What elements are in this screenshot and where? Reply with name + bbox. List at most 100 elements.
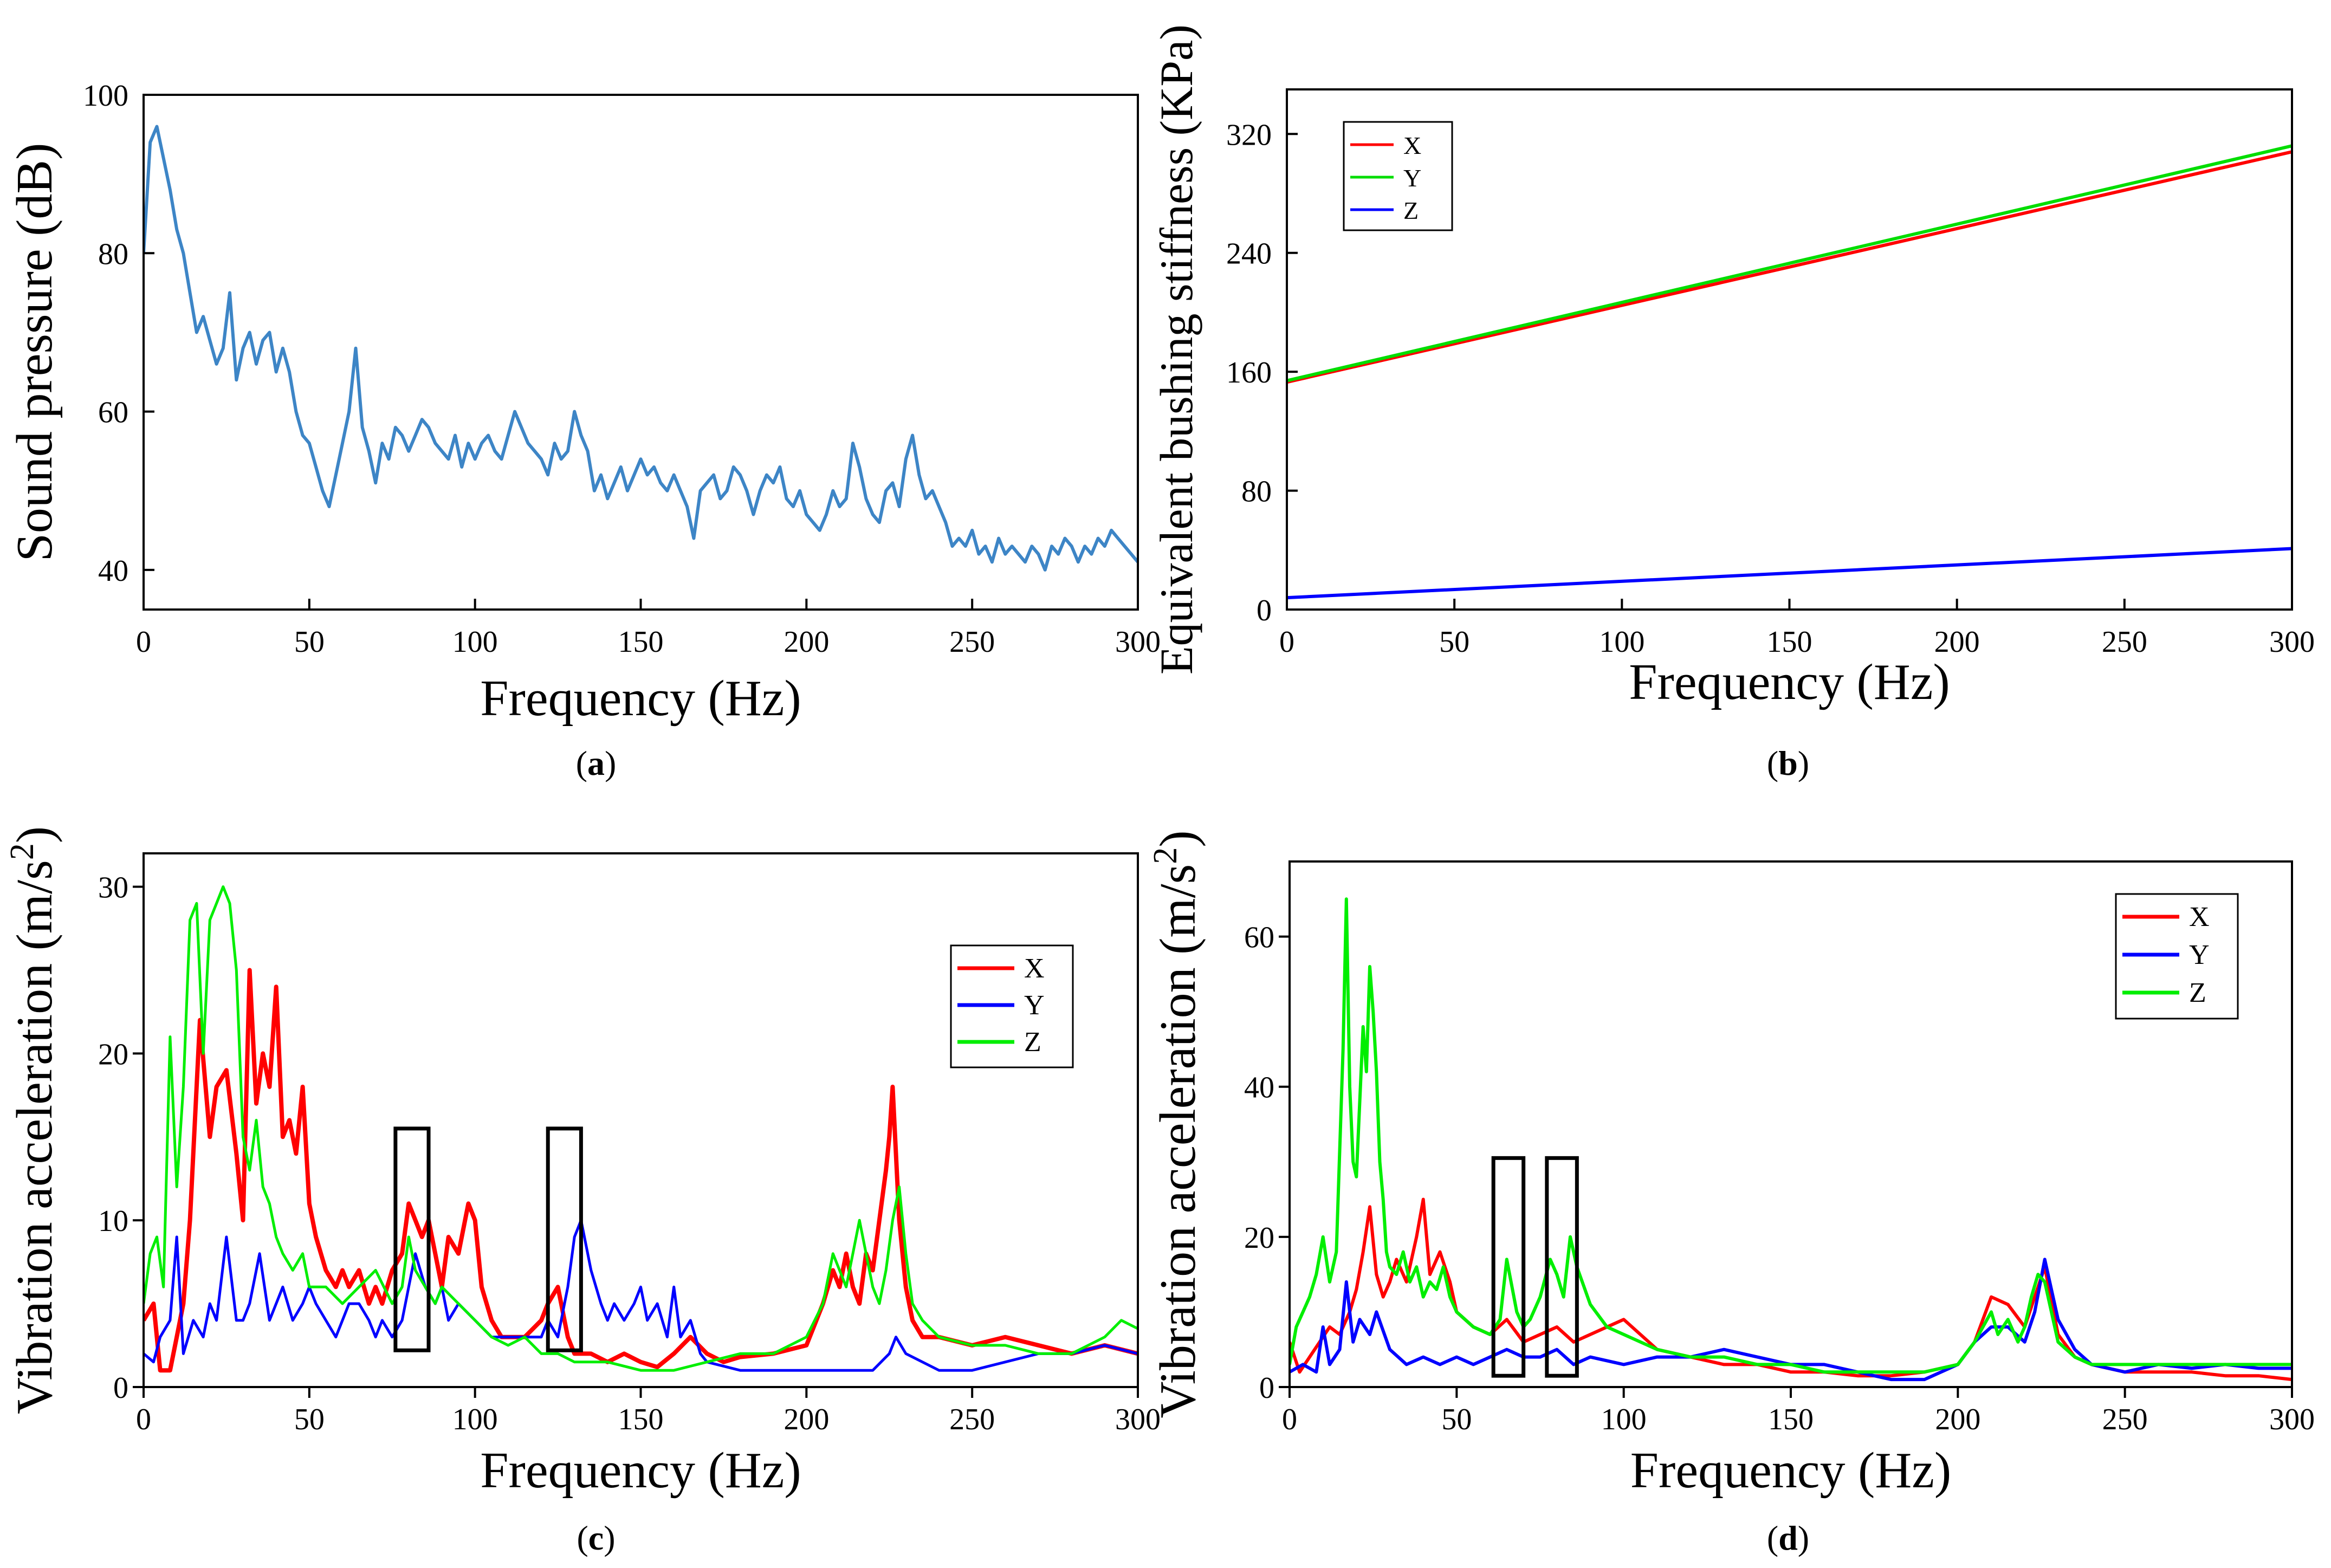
x-tick-label: 100 <box>1599 625 1644 659</box>
legend-label-y: Y <box>1403 164 1421 192</box>
y-axis-title-text: Sound pressure (dB) <box>7 143 63 562</box>
x-tick-label: 50 <box>1441 1403 1472 1436</box>
x-axis-title: Frequency (Hz) <box>480 1442 801 1499</box>
panel-caption-letter: c <box>588 1519 604 1557</box>
x-tick-label: 250 <box>949 1403 995 1436</box>
legend-b: XYZ <box>1343 121 1453 231</box>
axes-frame-c <box>143 852 1139 1388</box>
x-tick-label: 250 <box>2102 625 2147 659</box>
x-tick-label: 250 <box>949 625 995 659</box>
x-tick-label: 50 <box>294 1403 325 1436</box>
x-tick-label: 50 <box>1439 625 1469 659</box>
series-line-d-x <box>1290 1197 2292 1382</box>
legend-label-x: X <box>1024 953 1045 984</box>
y-axis-title: Equivalent bushing stiffness (KPa) <box>1150 24 1202 675</box>
series-line-d-z <box>1290 897 2292 1374</box>
y-tick-label: 20 <box>1244 1221 1274 1255</box>
x-tick-label: 300 <box>1115 625 1161 659</box>
x-tick-label: 0 <box>1279 625 1294 659</box>
chart-panel-c: 0 50 100 150 200 250 300 0 10 20 30 Frequency (Hz) V… <box>4 826 1161 1557</box>
legend-label-x: X <box>2189 902 2210 932</box>
y-axis-title: Vibration acceleration (m/s2) <box>1147 830 1206 1418</box>
y-axis-title-text: Vibration acceleration (m/s <box>1150 864 1206 1418</box>
x-tick-label: 150 <box>1768 1403 1814 1436</box>
y-tick-label: 40 <box>1244 1071 1274 1105</box>
y-axis-title-superscript: 2 <box>4 843 41 860</box>
series-line-b-z <box>1287 547 2292 600</box>
y-tick-label: 0 <box>1259 1371 1274 1405</box>
panel-caption-d: (d) <box>1767 1519 1809 1557</box>
chart-panel-d: 0 50 100 150 200 250 300 0 20 40 60 Frequency (Hz) V… <box>1147 830 2315 1557</box>
series-line-c-y <box>144 1219 1138 1372</box>
y-tick-label: 40 <box>98 554 128 588</box>
y-tick-label: 80 <box>1241 475 1272 509</box>
x-tick-label: 150 <box>618 1403 664 1436</box>
series-line-c-z <box>144 885 1138 1372</box>
highlight-box-c-2 <box>546 1126 583 1352</box>
x-tick-label: 300 <box>2269 625 2315 659</box>
x-tick-label: 100 <box>452 1403 498 1436</box>
x-tick-label: 50 <box>294 625 325 659</box>
y-axis-title-end: ) <box>7 826 63 843</box>
legend-c: XYZ <box>950 944 1074 1068</box>
series-line-c-x <box>144 968 1138 1373</box>
panel-caption-letter: a <box>587 744 605 782</box>
highlight-box-d-2 <box>1545 1156 1579 1378</box>
x-tick-label: 250 <box>2102 1403 2148 1436</box>
x-axis-title: Frequency (Hz) <box>480 670 801 727</box>
y-tick-label: 30 <box>98 871 128 905</box>
x-axis-title: Frequency (Hz) <box>1630 1442 1951 1499</box>
y-axis-title-superscript: 2 <box>1147 847 1184 864</box>
legend-d: XYZ <box>2115 893 2239 1020</box>
y-tick-label: 10 <box>98 1204 128 1238</box>
y-tick-label: 80 <box>98 237 128 271</box>
y-axis-title-end: ) <box>1150 830 1206 847</box>
panel-caption-letter: b <box>1778 744 1798 782</box>
y-tick-label: 60 <box>98 396 128 430</box>
x-tick-label: 200 <box>784 625 829 659</box>
series-line-b-x <box>1287 150 2292 384</box>
legend-label-z: Z <box>1403 197 1419 224</box>
x-tick-label: 0 <box>1282 1403 1297 1436</box>
series-line-b-y <box>1287 144 2292 383</box>
series-line-a-sound-pressure <box>144 125 1138 572</box>
y-tick-label: 0 <box>113 1371 128 1405</box>
highlight-box-c-1 <box>393 1126 431 1352</box>
x-tick-label: 150 <box>618 625 664 659</box>
legend-label-z: Z <box>2189 977 2206 1008</box>
x-tick-label: 200 <box>1934 625 1980 659</box>
x-tick-label: 300 <box>2269 1403 2315 1436</box>
y-tick-label: 0 <box>1257 594 1272 627</box>
y-tick-label: 160 <box>1226 356 1272 390</box>
highlight-box-d-1 <box>1491 1156 1526 1378</box>
axes-frame-a <box>143 94 1139 611</box>
legend-label-z: Z <box>1024 1027 1041 1058</box>
y-tick-label: 60 <box>1244 921 1274 955</box>
x-tick-label: 100 <box>452 625 498 659</box>
x-tick-label: 150 <box>1767 625 1812 659</box>
x-tick-label: 300 <box>1115 1403 1161 1436</box>
x-tick-label: 200 <box>784 1403 829 1436</box>
y-tick-label: 240 <box>1226 237 1272 271</box>
x-tick-label: 0 <box>136 625 151 659</box>
y-axis-title: Sound pressure (dB) <box>7 143 63 562</box>
panel-caption-letter: d <box>1778 1519 1798 1557</box>
y-axis-title: Vibration acceleration (m/s2) <box>4 826 63 1414</box>
chart-panel-a: 0 50 100 150 200 250 300 40 60 80 100 Frequency (Hz… <box>7 79 1161 782</box>
panel-caption-b: (b) <box>1767 744 1809 782</box>
y-axis-title-text: Vibration acceleration (m/s <box>7 860 63 1414</box>
x-tick-label: 0 <box>136 1403 151 1436</box>
x-tick-label: 100 <box>1601 1403 1647 1436</box>
legend-label-y: Y <box>1024 990 1045 1021</box>
x-axis-title: Frequency (Hz) <box>1629 654 1950 710</box>
x-tick-label: 200 <box>1935 1403 1980 1436</box>
panel-caption-a: (a) <box>576 744 617 782</box>
y-axis-title-text: Equivalent bushing stiffness (KPa) <box>1150 24 1202 675</box>
y-tick-label: 100 <box>83 79 128 113</box>
legend-label-x: X <box>1403 132 1421 159</box>
legend-label-y: Y <box>2189 939 2210 970</box>
series-line-d-y <box>1290 1258 2292 1382</box>
panel-caption-c: (c) <box>577 1519 615 1557</box>
y-tick-label: 20 <box>98 1038 128 1071</box>
